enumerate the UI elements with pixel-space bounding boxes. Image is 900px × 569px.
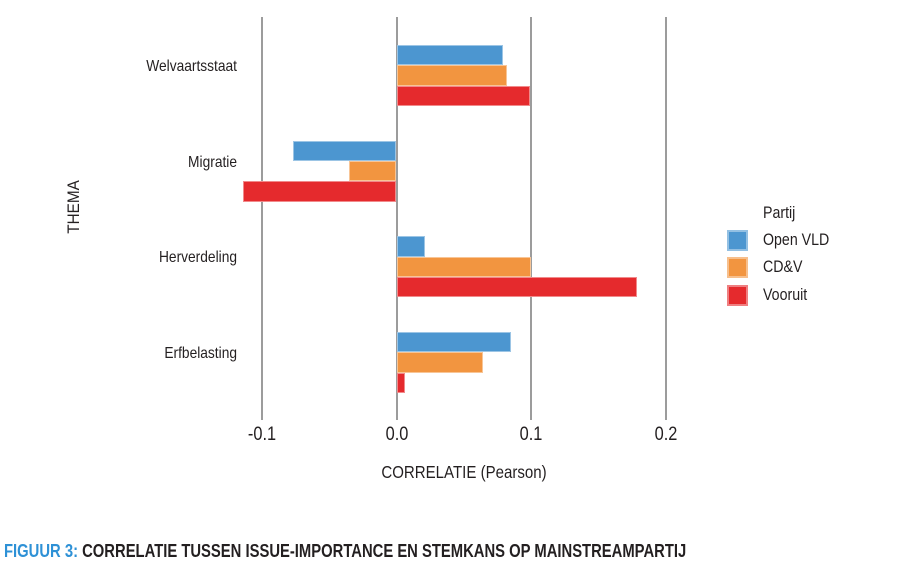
gridline bbox=[664, 17, 667, 420]
gridline bbox=[395, 17, 398, 420]
bar-cd-v bbox=[349, 161, 397, 182]
gridline bbox=[530, 17, 532, 420]
bar-open-vld bbox=[396, 236, 425, 257]
category-label: Migratie bbox=[188, 153, 237, 171]
legend-title: Partij bbox=[763, 204, 796, 222]
bar-vooruit bbox=[396, 277, 638, 298]
bar-open-vld bbox=[396, 331, 511, 353]
bar-vooruit bbox=[243, 181, 397, 202]
legend-swatch-vooruit bbox=[727, 284, 748, 306]
gridline bbox=[261, 17, 263, 420]
bar-vooruit bbox=[396, 85, 530, 107]
bar-open-vld bbox=[396, 45, 503, 66]
x-tick-label: 0.2 bbox=[654, 424, 677, 445]
legend-item-label: Vooruit bbox=[763, 285, 808, 304]
bar-cd-v bbox=[396, 352, 483, 373]
legend-item-label: Open VLD bbox=[763, 230, 830, 249]
category-label: Erfbelasting bbox=[164, 344, 237, 362]
bar-open-vld bbox=[292, 140, 397, 161]
caption-label: FIGUUR 3: bbox=[4, 540, 78, 561]
x-axis-title: CORRELATIE (Pearson) bbox=[381, 462, 547, 482]
bar-vooruit bbox=[396, 372, 405, 393]
x-tick-label: 0.0 bbox=[385, 424, 408, 445]
x-tick-label: 0.1 bbox=[519, 424, 543, 445]
bar-cd-v bbox=[396, 65, 507, 86]
x-tick-label: -0.1 bbox=[247, 424, 277, 445]
caption-text: CORRELATIE TUSSEN ISSUE-IMPORTANCE EN ST… bbox=[78, 540, 687, 561]
legend-swatch-cd-v bbox=[727, 257, 748, 279]
legend-item-label: CD&V bbox=[763, 258, 803, 277]
figure-caption: FIGUUR 3: CORRELATIE TUSSEN ISSUE-IMPORT… bbox=[4, 540, 686, 562]
bar-cd-v bbox=[396, 256, 531, 277]
legend-swatch-open-vld bbox=[727, 229, 748, 251]
category-label: Herverdeling bbox=[158, 249, 237, 267]
category-label: Welvaartsstaat bbox=[146, 57, 237, 75]
